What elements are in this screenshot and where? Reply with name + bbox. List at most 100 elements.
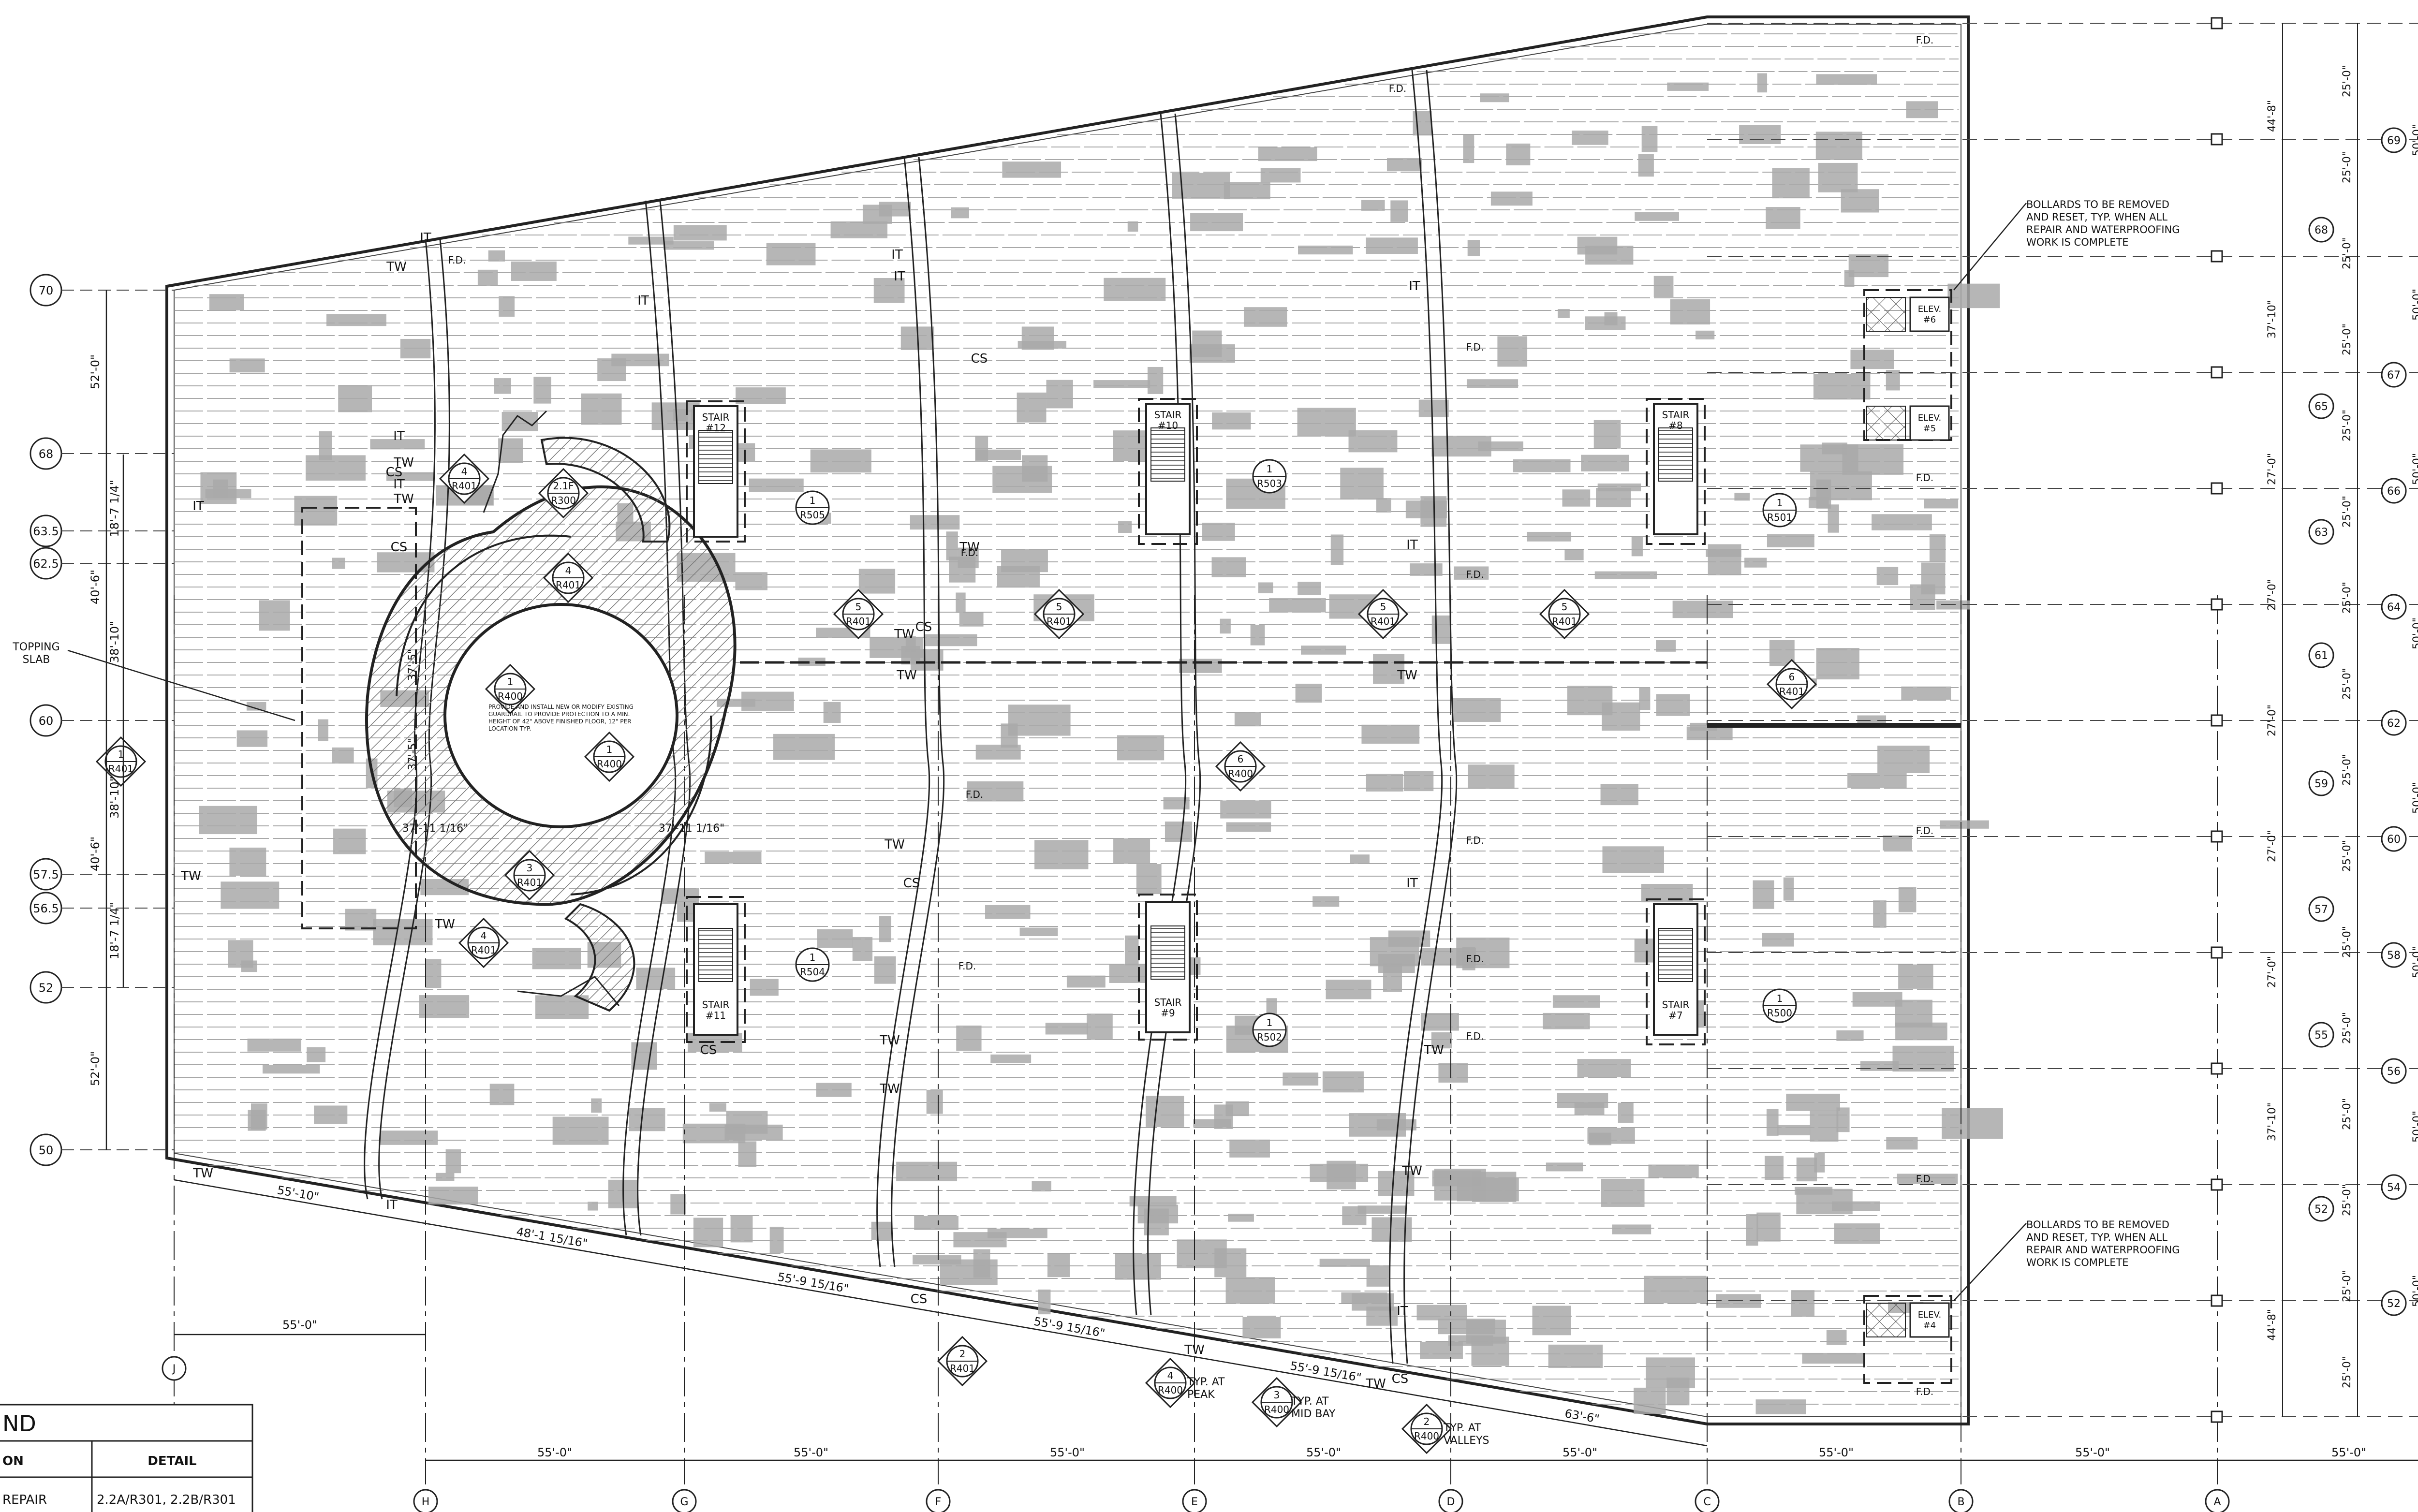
- left-row-label: 70: [39, 284, 54, 297]
- right-outer50-dim: 50'-0": [2411, 617, 2418, 649]
- stair-label: STAIR #12: [702, 411, 730, 434]
- right-row-label: 64: [2387, 602, 2401, 614]
- section-ref-sheet: R504: [800, 966, 825, 978]
- right-outer-dim: 25'-0": [2341, 323, 2353, 355]
- stair-label: STAIR #10: [1154, 409, 1182, 431]
- fd-marker: F.D.: [966, 789, 983, 800]
- detail-tag: 6 R400: [1215, 741, 1266, 792]
- section-references: 1 R505 1 R503 1 R501 1 R504 1 R502 1 R500: [795, 459, 1797, 1047]
- detail-tag-sheet: R401: [452, 480, 477, 492]
- column-label: D: [1447, 1496, 1455, 1508]
- detail-tag-num: 2.1F: [553, 480, 574, 492]
- right-row-label: 67: [2387, 369, 2401, 382]
- legend-row-desc: REPAIR: [2, 1493, 47, 1507]
- detail-tag-sheet: R400: [1158, 1384, 1183, 1396]
- detail-tag: 1 R400: [485, 663, 536, 715]
- tw-marker: TW: [393, 455, 414, 470]
- left-dim: 52'-0": [88, 354, 102, 389]
- bollards-note-top: BOLLARDS TO BE REMOVED AND RESET, TYP. W…: [2026, 199, 2180, 248]
- legend-row-detail: 2.2A/R301, 2.2B/R301: [97, 1493, 236, 1507]
- section-ref: 1 R504: [795, 947, 830, 982]
- it-marker: IT: [192, 499, 204, 514]
- bottom-left-dim: 55'-0": [282, 1318, 317, 1332]
- fd-marker: F.D.: [958, 960, 976, 972]
- section-ref: 1 R501: [1762, 493, 1797, 528]
- detail-tag-num: 4: [565, 565, 572, 576]
- fd-marker: F.D.: [1916, 34, 1933, 46]
- detail-tag-sheet: R401: [950, 1363, 975, 1374]
- detail-tag-sheet: R401: [556, 579, 581, 591]
- right-inner-row-label: 57: [2315, 904, 2328, 916]
- elevator-2: ELEV. #4: [1866, 1302, 1950, 1338]
- stairs: STAIR #12 STAIR #10 STAIR #8 STAIR #11 STAIR #9 ST…: [693, 403, 1698, 1036]
- right-outer-dim: 25'-0": [2341, 582, 2353, 614]
- detail-tag-sheet: R300: [551, 495, 576, 506]
- right-inner-row-label: 68: [2315, 224, 2328, 236]
- right-inner-row-label: 55: [2315, 1029, 2328, 1042]
- section-ref-sheet: R503: [1257, 478, 1282, 489]
- left-sub-dim: 38'-10": [108, 776, 121, 818]
- detail-tag: 1 R401: [95, 736, 147, 787]
- detail-tag-sheet: R400: [1414, 1430, 1439, 1442]
- left-row-label: 56.5: [33, 902, 59, 915]
- right-inner-dim: 37'-10": [2266, 1102, 2278, 1141]
- detail-tag-sheet: R401: [471, 944, 496, 956]
- fd-marker: F.D.: [1916, 825, 1933, 837]
- right-outer-dim: 25'-0": [2341, 1184, 2353, 1216]
- fd-marker: F.D.: [1466, 953, 1484, 965]
- section-ref-num: 1: [1267, 463, 1273, 475]
- tw-marker: TW: [434, 917, 455, 932]
- right-row-label: 52: [2387, 1298, 2401, 1310]
- right-inner-dim: 27'-0": [2266, 453, 2278, 485]
- right-outer-dim: 25'-0": [2341, 754, 2353, 786]
- cs-marker: CS: [391, 540, 408, 555]
- detail-tag: 2.1F R300: [538, 468, 589, 519]
- right-inner-dim: 27'-0": [2266, 579, 2278, 611]
- right-inner-dim: 44'-8": [2266, 100, 2278, 132]
- right-inner-row-label: 61: [2315, 650, 2328, 662]
- topping-slab-note: TOPPING SLAB: [12, 641, 59, 666]
- tw-marker: TW: [393, 492, 414, 506]
- cs-marker: CS: [915, 620, 932, 634]
- bottom-dim: 55'-0": [794, 1446, 828, 1459]
- fd-marker: F.D.: [1466, 1030, 1484, 1042]
- tw-marker: TW: [959, 540, 980, 555]
- section-ref-num: 1: [1777, 497, 1783, 509]
- detail-tag: 4 R401: [439, 453, 490, 504]
- stair-0: STAIR #12: [693, 405, 738, 538]
- ramp-dim: 37'-11 1/16": [659, 822, 725, 835]
- it-marker: IT: [1406, 538, 1418, 552]
- right-outer50-dim: 50'-0": [2411, 453, 2418, 485]
- dashed-zones: [301, 289, 1961, 1384]
- tw-marker: TW: [1397, 668, 1417, 683]
- tw-marker: TW: [1184, 1343, 1205, 1357]
- typ-note: TYP. AT VALLEYS: [1443, 1422, 1489, 1447]
- left-row-label: 63.5: [33, 525, 59, 538]
- section-ref-num: 1: [810, 952, 816, 963]
- it-marker: IT: [891, 248, 903, 262]
- bottom-dim: 55'-0": [2331, 1446, 2366, 1459]
- guardrail-note: PROVIDE AND INSTALL NEW OR MODIFY EXISTI…: [488, 704, 634, 732]
- right-inner-dim: 27'-0": [2266, 956, 2278, 988]
- detail-tag: 5 R401: [833, 588, 884, 640]
- bottom-dim: 55'-0": [1306, 1446, 1341, 1459]
- left-sub-dim: 18'-7 1/4": [108, 902, 121, 959]
- detail-tag-num: 3: [527, 862, 533, 874]
- tw-marker: TW: [192, 1166, 213, 1181]
- legend-title: ND: [2, 1410, 36, 1437]
- it-marker: IT: [894, 269, 905, 284]
- typ-note: TYP. AT MID BAY: [1291, 1395, 1336, 1420]
- tw-marker: TW: [180, 869, 201, 883]
- bottom-dim: 55'-0": [1819, 1446, 1854, 1459]
- it-marker: IT: [1406, 876, 1418, 891]
- cs-marker: CS: [971, 352, 988, 366]
- detail-tag-sheet: R401: [1371, 616, 1396, 627]
- right-outer50-dim: 50'-0": [2411, 1275, 2418, 1307]
- stair-4: STAIR #9: [1145, 901, 1191, 1033]
- bottom-slant-dim: 63'-6": [1563, 1407, 1600, 1426]
- left-row-label: 50: [39, 1144, 54, 1157]
- legend-table: ND ON DETAIL REPAIR 2.2A/R301, 2.2B/R301: [0, 1404, 253, 1512]
- tw-marker: TW: [879, 1082, 900, 1096]
- right-outer-dim: 25'-0": [2341, 1356, 2353, 1388]
- detail-tag-sheet: R401: [108, 763, 133, 775]
